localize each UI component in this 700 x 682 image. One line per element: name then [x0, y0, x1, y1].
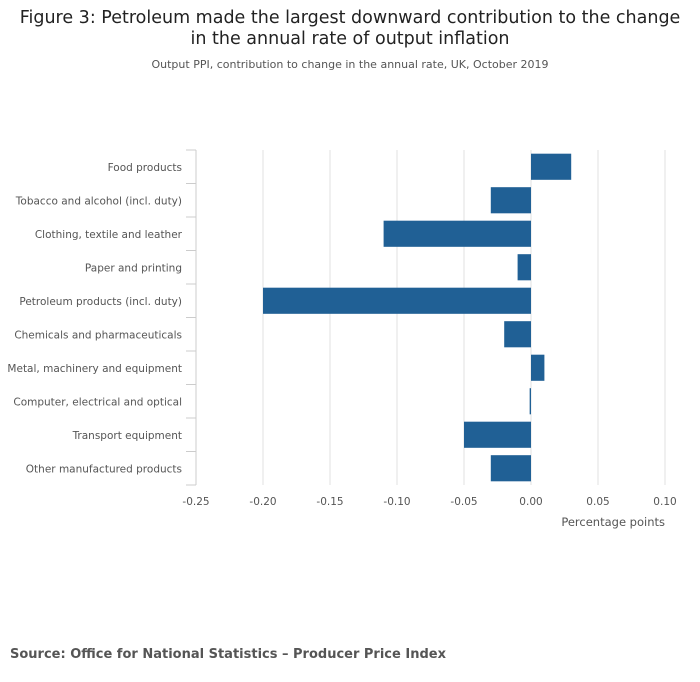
chart-title-line-1: Figure 3: Petroleum made the largest dow… [19, 8, 681, 28]
bar [263, 287, 531, 314]
x-tick-label: -0.25 [182, 496, 209, 508]
x-tick-label: 0.00 [519, 496, 542, 508]
source-note: Source: Office for National Statistics –… [10, 647, 446, 662]
category-label: Petroleum products (incl. duty) [19, 296, 182, 308]
category-label: Metal, machinery and equipment [7, 363, 182, 375]
category-label: Food products [108, 162, 182, 174]
category-label: Other manufactured products [26, 463, 182, 475]
x-tick-label: -0.10 [383, 496, 410, 508]
category-label: Tobacco and alcohol (incl. duty) [15, 195, 182, 207]
bar [490, 455, 531, 482]
x-tick-label: -0.15 [316, 496, 343, 508]
x-tick-label: -0.20 [249, 496, 276, 508]
x-axis-label: Percentage points [561, 515, 665, 529]
bar [531, 354, 545, 381]
category-label: Chemicals and pharmaceuticals [14, 329, 182, 341]
x-tick-label: 0.10 [653, 496, 676, 508]
x-tick-label: -0.05 [450, 496, 477, 508]
bar [529, 388, 531, 415]
bar [531, 153, 572, 180]
x-tick-label: 0.05 [586, 496, 609, 508]
chart-title-line-2: in the annual rate of output inflation [190, 29, 510, 49]
bar [490, 187, 531, 214]
chart-subtitle: Output PPI, contribution to change in th… [151, 58, 549, 71]
category-label: Computer, electrical and optical [13, 396, 182, 408]
bar [464, 421, 531, 448]
category-label: Paper and printing [85, 262, 182, 274]
bar [517, 254, 531, 281]
bar [383, 220, 531, 247]
category-label: Transport equipment [72, 430, 182, 442]
category-label: Clothing, textile and leather [35, 229, 183, 241]
bar [504, 321, 531, 348]
